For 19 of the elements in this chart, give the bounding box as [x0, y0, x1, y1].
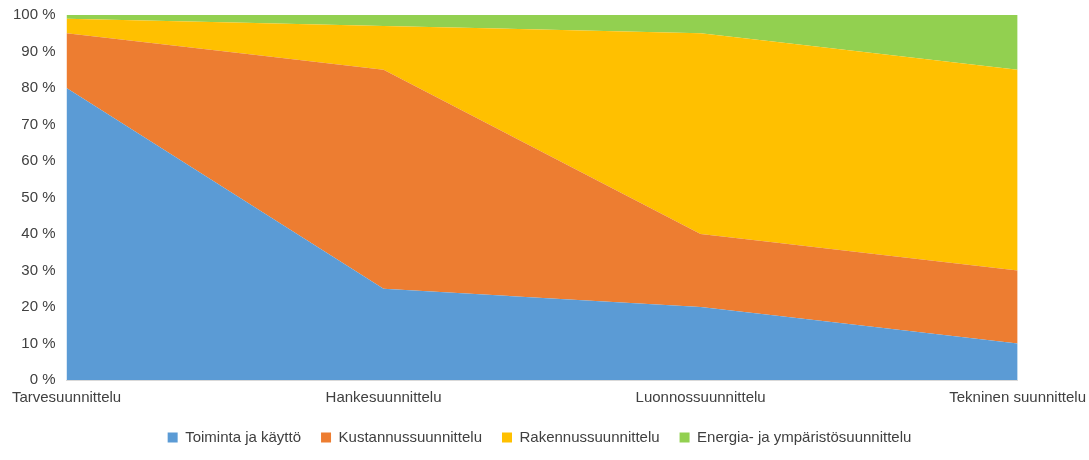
- y-tick-label: 50 %: [21, 187, 56, 205]
- legend-label: Kustannussuunnittelu: [338, 427, 482, 445]
- y-tick-label: 0 %: [29, 370, 56, 388]
- y-tick-label: 20 %: [21, 297, 56, 315]
- legend-label: Toiminta ja käyttö: [185, 427, 302, 445]
- legend-label: Energia- ja ympäristösuunnittelu: [697, 427, 912, 445]
- x-tick-label: Tekninen suunnittelu: [949, 388, 1086, 406]
- y-tick-label: 90 %: [21, 41, 56, 59]
- legend-label: Rakennussuunnittelu: [519, 427, 660, 445]
- x-tick-label: Hankesuunnittelu: [325, 388, 442, 406]
- y-tick-label: 30 %: [21, 260, 56, 278]
- y-tick-label: 100 %: [12, 5, 56, 23]
- y-tick-label: 80 %: [21, 78, 56, 96]
- x-tick-label: Tarvesuunnittelu: [11, 388, 122, 406]
- y-tick-label: 60 %: [21, 151, 56, 169]
- y-tick-label: 40 %: [21, 224, 56, 242]
- y-tick-label: 10 %: [21, 333, 56, 351]
- x-tick-label: Luonnossuunnittelu: [635, 388, 766, 406]
- y-tick-label: 70 %: [21, 114, 56, 132]
